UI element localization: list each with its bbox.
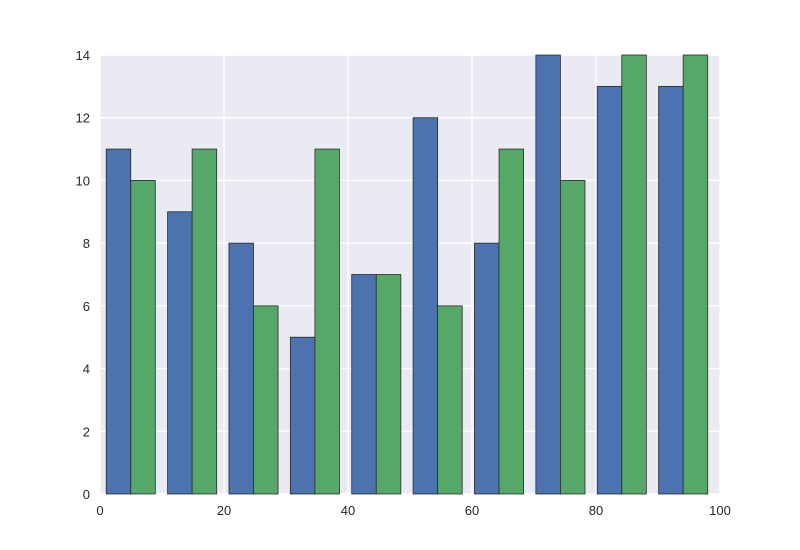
bar-series-1 — [658, 85, 684, 495]
bar-series-1 — [351, 274, 377, 495]
bar-series-2 — [314, 148, 340, 495]
x-tick-label: 40 — [341, 503, 355, 518]
bar-series-1 — [167, 211, 193, 495]
y-axis-ticks: 0 2 4 6 8 10 12 14 — [76, 48, 90, 502]
bar-series-1 — [105, 148, 132, 495]
bar-series-2 — [437, 305, 463, 495]
y-tick-label: 10 — [76, 173, 90, 188]
bar-series-2 — [682, 54, 709, 495]
bar-series-2 — [375, 274, 402, 495]
x-tick-label: 80 — [589, 503, 603, 518]
bar-series-2 — [560, 180, 586, 495]
bar-series-1 — [228, 242, 254, 495]
y-tick-label: 14 — [76, 48, 90, 63]
x-axis-ticks: 0 20 40 60 80 100 — [96, 503, 730, 518]
bar-series-2 — [191, 148, 218, 495]
x-tick-label: 20 — [217, 503, 231, 518]
bar-series-1 — [474, 242, 500, 495]
x-tick-label: 100 — [709, 503, 731, 518]
y-tick-label: 8 — [83, 236, 90, 251]
bars — [105, 54, 709, 495]
bar-series-1 — [289, 336, 316, 495]
bar-series-1 — [596, 85, 623, 495]
bar-series-2 — [130, 180, 156, 495]
x-tick-label: 60 — [465, 503, 479, 518]
y-tick-label: 12 — [76, 111, 90, 126]
y-tick-label: 6 — [83, 299, 90, 314]
bar-series-1 — [535, 54, 561, 495]
y-tick-label: 2 — [83, 424, 90, 439]
y-tick-label: 4 — [83, 362, 90, 377]
bar-series-2 — [253, 305, 279, 495]
bar-series-2 — [498, 148, 524, 495]
y-tick-label: 0 — [83, 487, 90, 502]
x-tick-label: 0 — [96, 503, 103, 518]
bar-series-2 — [621, 54, 647, 495]
bar-series-1 — [412, 117, 439, 495]
